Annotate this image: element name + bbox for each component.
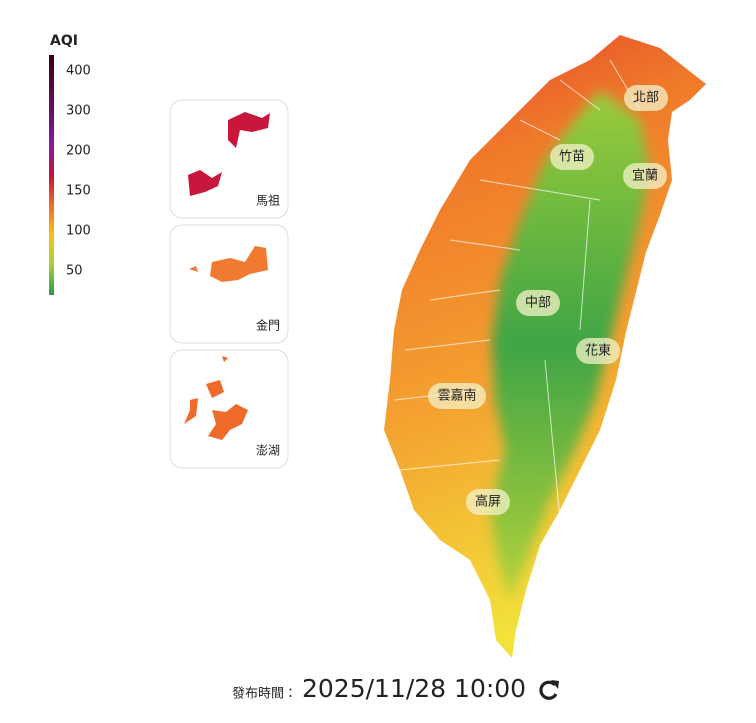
region-pill xyxy=(516,290,560,316)
legend-title: AQI xyxy=(50,33,78,49)
refresh-button[interactable] xyxy=(539,680,559,700)
color-scale xyxy=(49,55,54,295)
region-pill xyxy=(623,163,667,189)
legend-tick-label: 200 xyxy=(66,144,91,159)
legend-tick-label: 150 xyxy=(66,184,91,199)
matsu-shape xyxy=(188,112,270,196)
region-pill xyxy=(576,338,620,364)
legend-tick-label: 300 xyxy=(66,104,91,119)
region-label: 高屏 xyxy=(475,494,501,510)
penghu-shape xyxy=(184,356,248,440)
region-label: 宜蘭 xyxy=(632,169,658,184)
legend-tick-label: 100 xyxy=(66,224,91,239)
region-pill xyxy=(428,383,486,409)
legend-ticks: 400 300 200 150 100 50 xyxy=(66,64,91,279)
region-label: 雲嘉南 xyxy=(437,388,476,404)
inset-box xyxy=(169,349,289,469)
kinmen-shape xyxy=(189,246,268,282)
region-label: 竹苗 xyxy=(559,150,585,165)
publish-label: 發布時間： xyxy=(232,687,297,702)
inset-label: 金門 xyxy=(256,318,280,333)
inset-label: 馬祖 xyxy=(256,193,280,208)
publish-time: 2025/11/28 10:00 xyxy=(302,674,526,703)
region-label: 中部 xyxy=(525,296,551,311)
region-pill xyxy=(550,144,594,170)
inset-label: 澎湖 xyxy=(256,443,280,458)
legend-tick-label: 400 xyxy=(66,64,91,79)
mountain-range xyxy=(490,90,650,600)
region-pill xyxy=(466,489,510,515)
region-label: 北部 xyxy=(633,91,659,106)
region-pill xyxy=(624,85,668,111)
region-label: 花東 xyxy=(585,343,611,359)
legend-tick-label: 50 xyxy=(66,264,83,279)
